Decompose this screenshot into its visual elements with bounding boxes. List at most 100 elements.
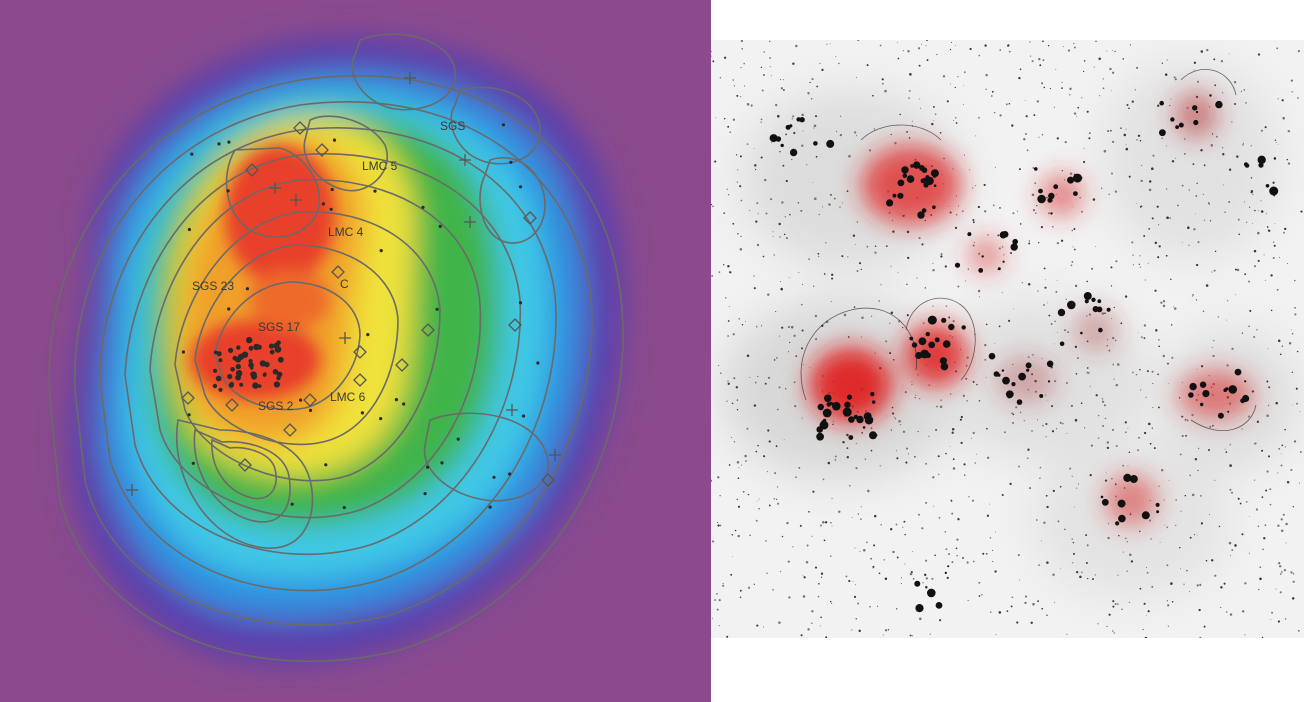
star-dot	[879, 465, 881, 467]
diamond-marker	[238, 458, 252, 472]
star-dot	[768, 440, 771, 443]
star-dot	[1147, 610, 1150, 613]
star-dot	[761, 325, 763, 327]
star-dot	[766, 572, 768, 574]
star-dot	[1272, 257, 1275, 259]
star-dot	[1205, 559, 1208, 562]
star-dot	[892, 412, 895, 415]
star-dot	[1045, 494, 1048, 497]
star-dot	[860, 268, 862, 271]
star-dot	[839, 133, 843, 137]
star-dot	[1026, 149, 1029, 152]
star-dot	[957, 518, 960, 521]
star-dot	[836, 130, 838, 132]
dark-knot	[927, 315, 937, 325]
star-dot	[1173, 307, 1177, 310]
star-dot	[1094, 246, 1096, 248]
star-dot	[1146, 370, 1149, 373]
star-dot	[795, 355, 798, 357]
star-dot	[1241, 610, 1245, 613]
star-dot	[716, 608, 719, 611]
star-dot	[1047, 399, 1049, 401]
dark-knot	[913, 161, 921, 169]
star-dot	[1114, 602, 1117, 606]
star-dot	[744, 320, 747, 323]
star-dot	[1296, 402, 1298, 405]
star-dot	[1104, 479, 1108, 482]
star-dot	[1071, 538, 1073, 540]
dark-knot	[1228, 385, 1237, 394]
star-dot	[912, 550, 914, 552]
dark-knot	[813, 141, 818, 146]
star-dot	[1260, 129, 1263, 132]
star-dot	[1275, 588, 1277, 590]
star-dot	[1195, 195, 1198, 197]
star-dot	[1222, 92, 1224, 94]
star-dot	[897, 272, 899, 274]
star-dot	[1071, 229, 1074, 232]
star-dot	[1203, 219, 1206, 221]
star-dot	[939, 131, 942, 134]
star-dot	[1112, 363, 1115, 366]
star-dot	[1281, 99, 1284, 102]
star-dot	[1293, 440, 1297, 443]
star-dot	[791, 159, 793, 161]
star-dot	[785, 133, 787, 136]
diamond-marker	[541, 473, 555, 487]
star-dot	[730, 436, 732, 438]
star-dot	[1147, 262, 1149, 264]
star-dot	[1140, 389, 1142, 391]
star-dot	[972, 380, 975, 383]
contour-line	[174, 210, 441, 482]
star-dot	[749, 534, 751, 536]
dark-knot	[1010, 243, 1018, 251]
star-dot	[1256, 420, 1260, 423]
star-dot	[1059, 485, 1062, 488]
star-dot	[1031, 193, 1035, 197]
star-dot	[1241, 332, 1244, 334]
star-dot	[722, 582, 724, 585]
star-dot	[1038, 57, 1041, 61]
star-dot	[1162, 304, 1166, 308]
star-dot	[743, 62, 745, 65]
dark-knot	[869, 431, 877, 440]
star-dot	[1064, 528, 1066, 530]
star-dot	[870, 557, 873, 560]
star-dot	[813, 127, 815, 129]
star-dot	[1024, 595, 1028, 598]
star-dot	[919, 398, 921, 400]
halpha-image-panel	[711, 0, 1304, 702]
star-dot	[1258, 588, 1260, 591]
point-marker	[248, 362, 254, 369]
star-dot	[763, 74, 765, 76]
star-dot	[1110, 129, 1112, 132]
star-dot	[1027, 448, 1030, 451]
star-dot	[1181, 415, 1184, 418]
star-dot	[831, 273, 834, 276]
star-dot	[881, 78, 884, 81]
star-dot	[960, 415, 963, 419]
star-dot	[1111, 428, 1115, 431]
star-dot	[1245, 102, 1247, 104]
star-dot	[772, 235, 774, 237]
dark-knot	[1001, 231, 1009, 238]
star-dot	[1223, 582, 1226, 585]
star-dot	[815, 338, 818, 341]
star-dot	[1229, 464, 1232, 467]
star-dot	[1166, 526, 1169, 529]
star-dot	[902, 327, 904, 329]
density-map: LMC 5 LMC 4 SGS 23 SGS 17 LMC 6 SGS 2 SG…	[0, 0, 711, 702]
star-dot	[720, 372, 722, 374]
star-dot	[1193, 228, 1196, 231]
star-dot	[829, 193, 833, 197]
star-dot	[1141, 336, 1143, 339]
star-dot	[1139, 205, 1142, 208]
star-dot	[768, 40, 771, 43]
star-dot	[785, 388, 787, 390]
star-dot	[1124, 295, 1128, 298]
star-dot	[853, 595, 857, 599]
star-dot	[950, 500, 953, 502]
star-dot	[753, 404, 757, 407]
dark-knot	[1178, 122, 1184, 128]
star-dot	[870, 449, 873, 452]
